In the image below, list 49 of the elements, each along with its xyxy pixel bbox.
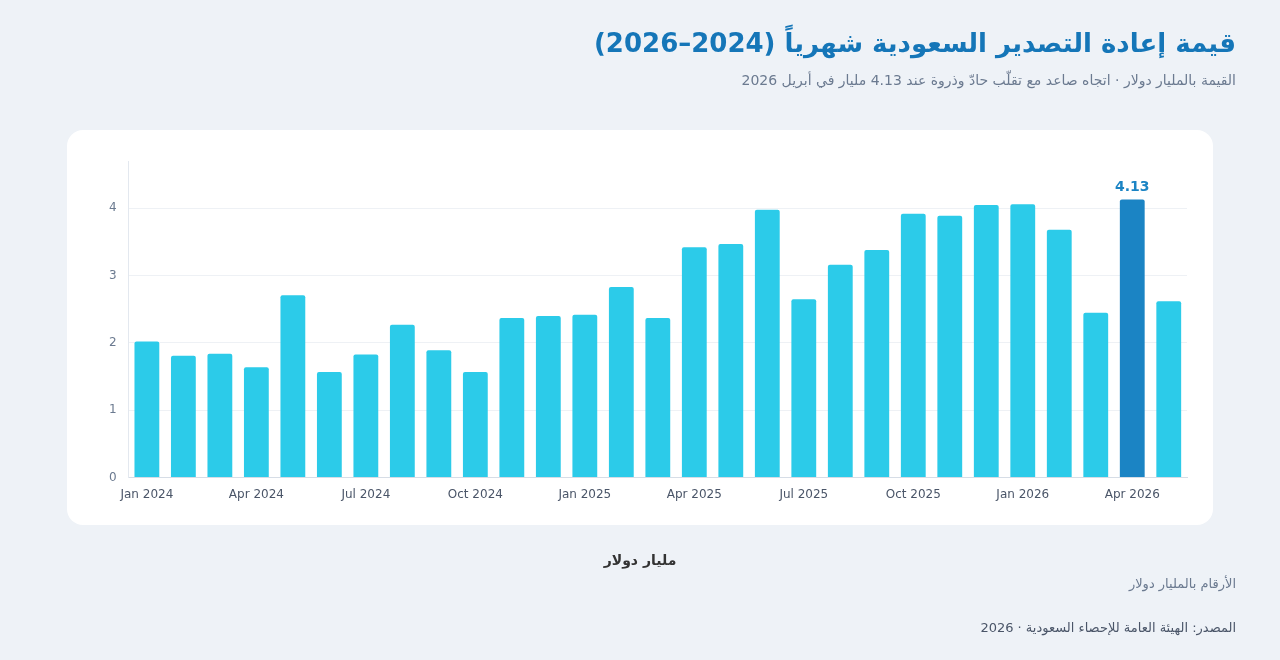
y-tick-label: 4 [108, 200, 117, 215]
bar [937, 215, 963, 478]
x-tick-label: Apr 2025 [666, 486, 722, 501]
x-tick-label: Jan 2025 [557, 486, 612, 501]
bar [608, 287, 634, 478]
bar [1119, 199, 1145, 478]
bar [864, 250, 890, 478]
bar [572, 314, 598, 478]
x-axis-title: مليار دولار [602, 552, 678, 568]
bar [316, 371, 342, 478]
bar [1010, 204, 1036, 478]
text: المصدر: الهيئة العامة للإحصاء السعودية · 2026 [980, 620, 1236, 635]
bar [462, 371, 488, 478]
y-tick-label: 0 [108, 469, 117, 484]
x-tick-label: Jan 2026 [995, 486, 1050, 501]
bar [645, 318, 671, 478]
text: الأرقام بالمليار دولار [1128, 576, 1236, 591]
chart-subtitle: القيمة بالمليار دولار · اتجاه صاعد مع تقلّب حادّ وذروة عند 4.13 مليار في أبريل 2026 [741, 72, 1236, 88]
bar [827, 264, 853, 478]
bar [389, 324, 415, 478]
bar [791, 299, 817, 478]
bar [243, 367, 269, 478]
x-tick-label: Apr 2026 [1104, 486, 1160, 501]
bar [1156, 301, 1182, 478]
x-tick-label: Jul 2024 [340, 486, 391, 501]
y-tick-label: 2 [108, 335, 117, 350]
x-tick-label: Apr 2024 [228, 486, 284, 501]
bar [426, 350, 452, 478]
bar [900, 213, 926, 478]
y-tick-label: 1 [108, 402, 117, 417]
y-tick-label: 3 [108, 267, 117, 282]
bar [1046, 229, 1072, 478]
bar [718, 244, 744, 478]
bar [170, 355, 196, 478]
bar [134, 341, 160, 478]
bar [207, 353, 233, 478]
bar [1083, 312, 1109, 478]
x-tick-label: Jul 2025 [778, 486, 829, 501]
bar [499, 318, 525, 478]
data-label: 4.13 [1114, 178, 1150, 195]
x-tick-label: Jan 2024 [119, 486, 174, 501]
bar [681, 247, 707, 478]
bar [535, 316, 561, 478]
x-tick-label: Oct 2025 [885, 486, 941, 501]
bar [973, 204, 999, 478]
bar [353, 354, 379, 478]
bar [280, 295, 306, 478]
x-tick-label: Oct 2024 [447, 486, 503, 501]
bar [754, 209, 780, 478]
